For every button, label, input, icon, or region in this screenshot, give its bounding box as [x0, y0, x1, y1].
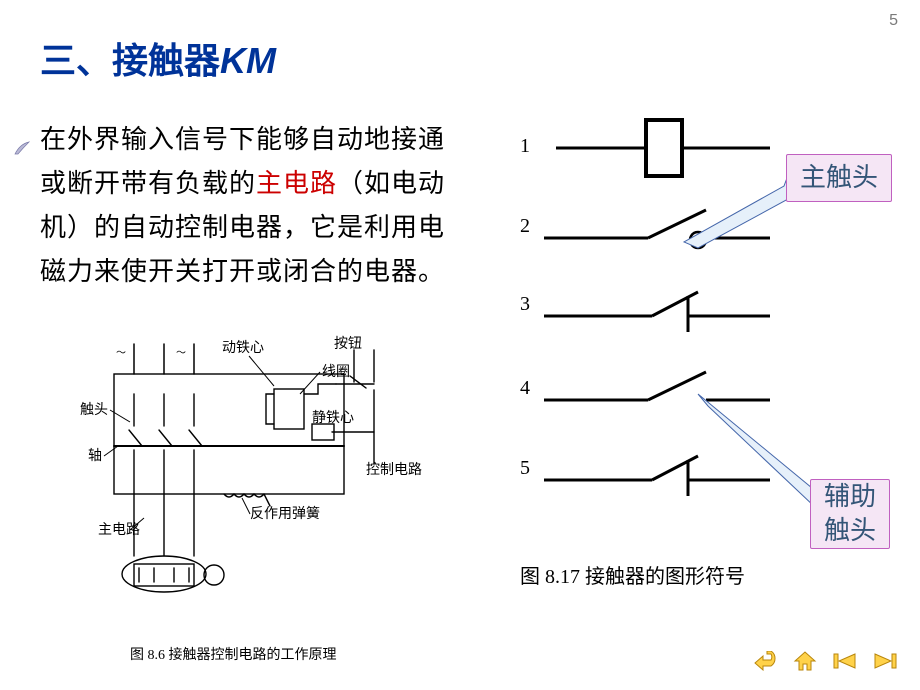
title-prefix: 三、接触器 — [40, 41, 220, 81]
svg-text:轴: 轴 — [88, 448, 102, 464]
body-highlight: 主电路 — [256, 169, 337, 198]
nav-buttons — [748, 648, 902, 674]
figure-left: ～ ～ — [74, 316, 434, 662]
svg-text:1: 1 — [520, 135, 530, 157]
svg-text:主电路: 主电路 — [98, 522, 140, 538]
nav-return-button[interactable] — [748, 648, 782, 674]
svg-text:4: 4 — [520, 377, 530, 399]
svg-text:控制电路: 控制电路 — [366, 462, 422, 478]
svg-text:2: 2 — [520, 215, 530, 237]
callout-main-contact: 主触头 — [786, 154, 892, 202]
callout-main-text: 主触头 — [800, 161, 878, 195]
page-number: 5 — [889, 12, 898, 30]
bullet-icon — [14, 140, 30, 156]
figure-left-caption: 图 8.6 接触器控制电路的工作原理 — [130, 644, 337, 664]
nav-next-button[interactable] — [868, 648, 902, 674]
svg-text:按钮: 按钮 — [334, 336, 362, 352]
svg-text:静铁心: 静铁心 — [312, 410, 354, 426]
svg-text:反作用弹簧: 反作用弹簧 — [250, 506, 320, 522]
svg-text:触头: 触头 — [80, 402, 108, 418]
body-paragraph: 在外界输入信号下能够自动地接通或断开带有负载的主电路（如电动机）的自动控制电器，… — [40, 118, 470, 294]
nav-home-button[interactable] — [788, 648, 822, 674]
figure-right: 1 2 3 4 5 — [490, 110, 770, 540]
slide-title: 三、接触器KM — [40, 32, 890, 84]
svg-text:～: ～ — [116, 348, 126, 359]
figure-right-caption: 图 8.17 接触器的图形符号 — [520, 560, 745, 589]
svg-text:3: 3 — [520, 293, 530, 315]
nav-prev-button[interactable] — [828, 648, 862, 674]
svg-text:线圈: 线圈 — [322, 364, 350, 380]
svg-text:动铁心: 动铁心 — [222, 340, 264, 356]
fig-right-rowlabels: 1 2 3 4 5 — [520, 135, 530, 479]
title-suffix: KM — [220, 40, 276, 81]
svg-text:～: ～ — [176, 348, 186, 359]
callout-aux-contact: 辅助触头 — [810, 479, 890, 549]
callout-aux-text: 辅助触头 — [824, 480, 876, 548]
svg-text:5: 5 — [520, 457, 530, 479]
